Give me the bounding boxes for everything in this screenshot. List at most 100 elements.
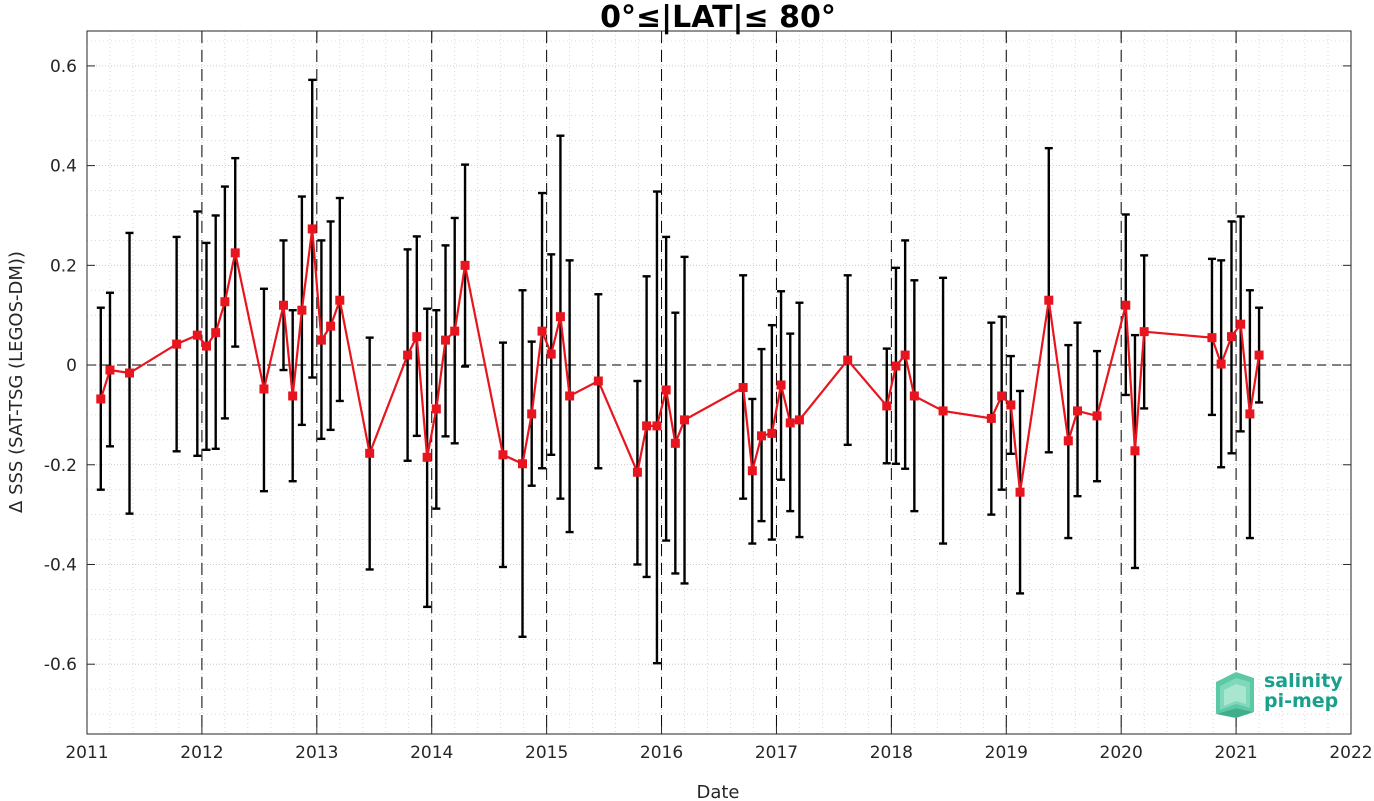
x-tick-label: 2012	[180, 743, 223, 763]
data-point	[1139, 327, 1149, 337]
data-point	[422, 452, 432, 462]
data-point	[96, 394, 106, 404]
data-point	[565, 391, 575, 401]
data-point	[1073, 406, 1083, 416]
data-point	[909, 391, 919, 401]
y-tick-label: -0.2	[44, 456, 77, 476]
y-tick-label: 0.6	[50, 57, 77, 77]
data-point	[105, 365, 115, 375]
data-point	[326, 321, 336, 331]
data-point	[900, 350, 910, 360]
data-point	[555, 312, 565, 322]
data-point	[1207, 333, 1217, 343]
data-point	[757, 431, 767, 441]
data-point	[593, 376, 603, 386]
data-point	[527, 409, 537, 419]
data-point	[738, 382, 748, 392]
x-tick-label: 2020	[1100, 743, 1143, 763]
data-point	[882, 401, 892, 411]
data-point	[365, 448, 375, 458]
x-tick-label: 2022	[1329, 743, 1372, 763]
data-point	[335, 295, 345, 305]
data-point	[1044, 295, 1054, 305]
plot-background	[87, 31, 1351, 734]
year-boundary-lines	[201, 31, 1237, 734]
data-point	[230, 248, 240, 258]
data-point	[1130, 446, 1140, 456]
plot-frame	[86, 30, 1352, 735]
data-point	[1006, 400, 1016, 410]
data-point	[220, 297, 230, 307]
data-point	[259, 384, 269, 394]
data-point	[843, 355, 853, 365]
data-point	[1015, 487, 1025, 497]
data-point	[670, 438, 680, 448]
data-point	[1245, 409, 1255, 419]
x-tick-label: 2016	[640, 743, 683, 763]
data-point	[518, 459, 528, 469]
data-point	[498, 450, 508, 460]
data-point	[450, 326, 460, 336]
data-point	[1236, 319, 1246, 329]
data-point	[537, 326, 547, 336]
data-point	[403, 350, 413, 360]
y-tick-label: -0.6	[44, 655, 77, 675]
data-point	[202, 341, 212, 351]
data-point	[192, 330, 202, 340]
data-point	[1121, 300, 1131, 310]
data-point	[412, 332, 422, 342]
x-tick-label: 2014	[410, 743, 453, 763]
data-point	[1216, 359, 1226, 369]
x-tick-label: 2015	[525, 743, 568, 763]
salinity-pi-mep-logo: salinity pi-mep	[1216, 670, 1343, 718]
data-point	[986, 413, 996, 423]
data-point	[211, 328, 221, 338]
x-tick-label: 2017	[755, 743, 798, 763]
x-tick-label: 2018	[870, 743, 913, 763]
data-point	[680, 415, 690, 425]
data-point	[1092, 411, 1102, 421]
data-point	[125, 368, 135, 378]
x-tick-label: 2013	[295, 743, 338, 763]
y-tick-label: 0	[66, 356, 77, 376]
data-point	[288, 391, 298, 401]
data-point	[747, 466, 757, 476]
data-point	[652, 421, 662, 431]
data-point	[767, 428, 777, 438]
data-point	[431, 404, 441, 414]
data-point	[1063, 436, 1073, 446]
y-axis-label: Δ SSS (SAT-TSG (LEGOS-DM))	[6, 251, 27, 513]
data-point	[307, 224, 317, 234]
data-point	[938, 406, 948, 416]
y-tick-label: 0.2	[50, 256, 77, 276]
data-point	[661, 385, 671, 395]
data-point	[297, 305, 307, 315]
data-point	[794, 415, 804, 425]
data-point	[891, 361, 901, 371]
x-tick-label: 2011	[65, 743, 108, 763]
y-tick-label: 0.4	[50, 157, 77, 177]
data-point	[278, 300, 288, 310]
data-point	[776, 380, 786, 390]
data-point	[172, 339, 182, 349]
x-tick-label: 2019	[985, 743, 1028, 763]
data-point	[441, 335, 451, 345]
series-markers	[96, 224, 1264, 497]
x-tick-label: 2021	[1214, 743, 1257, 763]
data-point	[1226, 332, 1236, 342]
chart-title: 0°≤|LAT|≤ 80°	[600, 0, 836, 35]
x-ticks: 2011 2012 2013 2014 2015 2016 2017 2018 2019 2020…	[65, 31, 1373, 763]
data-point	[997, 391, 1007, 401]
data-point	[460, 260, 470, 270]
logo-text-salinity: salinity	[1264, 670, 1343, 692]
y-tick-label: -0.4	[44, 555, 77, 575]
data-point	[632, 467, 642, 477]
logo-text-pimep: pi-mep	[1264, 690, 1338, 712]
minor-grid	[87, 31, 1351, 734]
x-axis-label: Date	[696, 782, 739, 801]
data-point	[546, 349, 556, 359]
data-point	[785, 418, 795, 428]
logo-mark-icon	[1216, 672, 1254, 718]
